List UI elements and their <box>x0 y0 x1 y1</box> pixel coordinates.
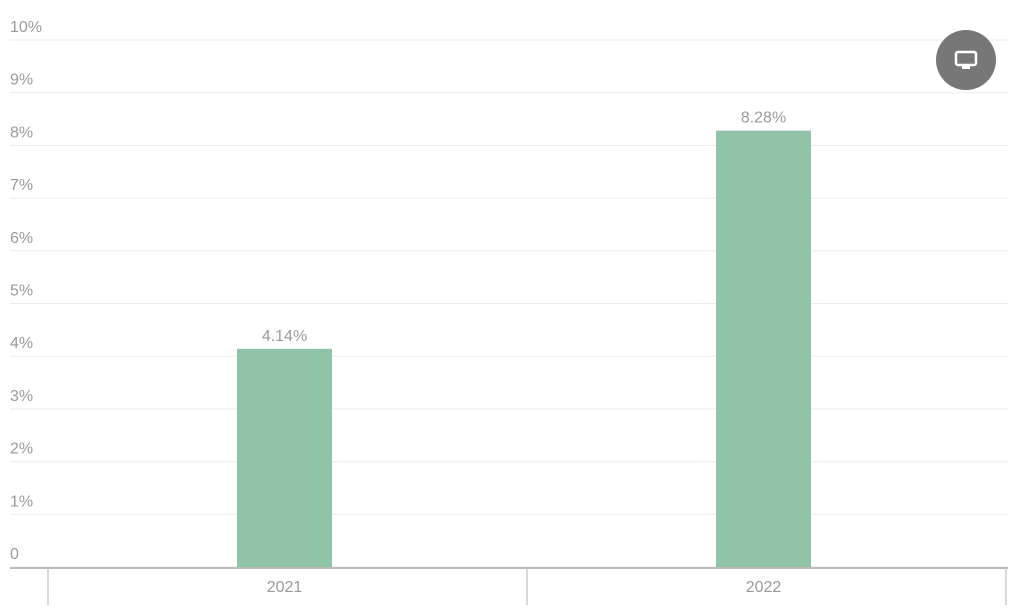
y-tick-label: 1% <box>10 493 33 510</box>
y-tick-label: 5% <box>10 283 33 300</box>
y-tick-label: 3% <box>10 388 33 405</box>
y-tick-label: 2% <box>10 441 33 458</box>
y-tick-label: 4% <box>10 335 33 352</box>
x-tick-label: 2022 <box>746 579 782 596</box>
bar <box>237 348 332 567</box>
y-tick-label: 9% <box>10 72 33 89</box>
button-background[interactable] <box>936 30 996 90</box>
fullscreen-button[interactable] <box>936 30 996 90</box>
monitor-stand <box>962 66 970 69</box>
value-label: 4.14% <box>262 328 307 345</box>
monitor-icon <box>954 50 978 67</box>
bar <box>716 130 811 568</box>
y-tick-label: 7% <box>10 177 33 194</box>
y-tick-label: 6% <box>10 230 33 247</box>
value-label: 8.28% <box>741 110 786 127</box>
x-tick-label: 2021 <box>267 579 303 596</box>
y-tick-label: 10% <box>10 19 42 36</box>
y-tick-label: 0 <box>10 546 19 563</box>
y-tick-label: 8% <box>10 124 33 141</box>
